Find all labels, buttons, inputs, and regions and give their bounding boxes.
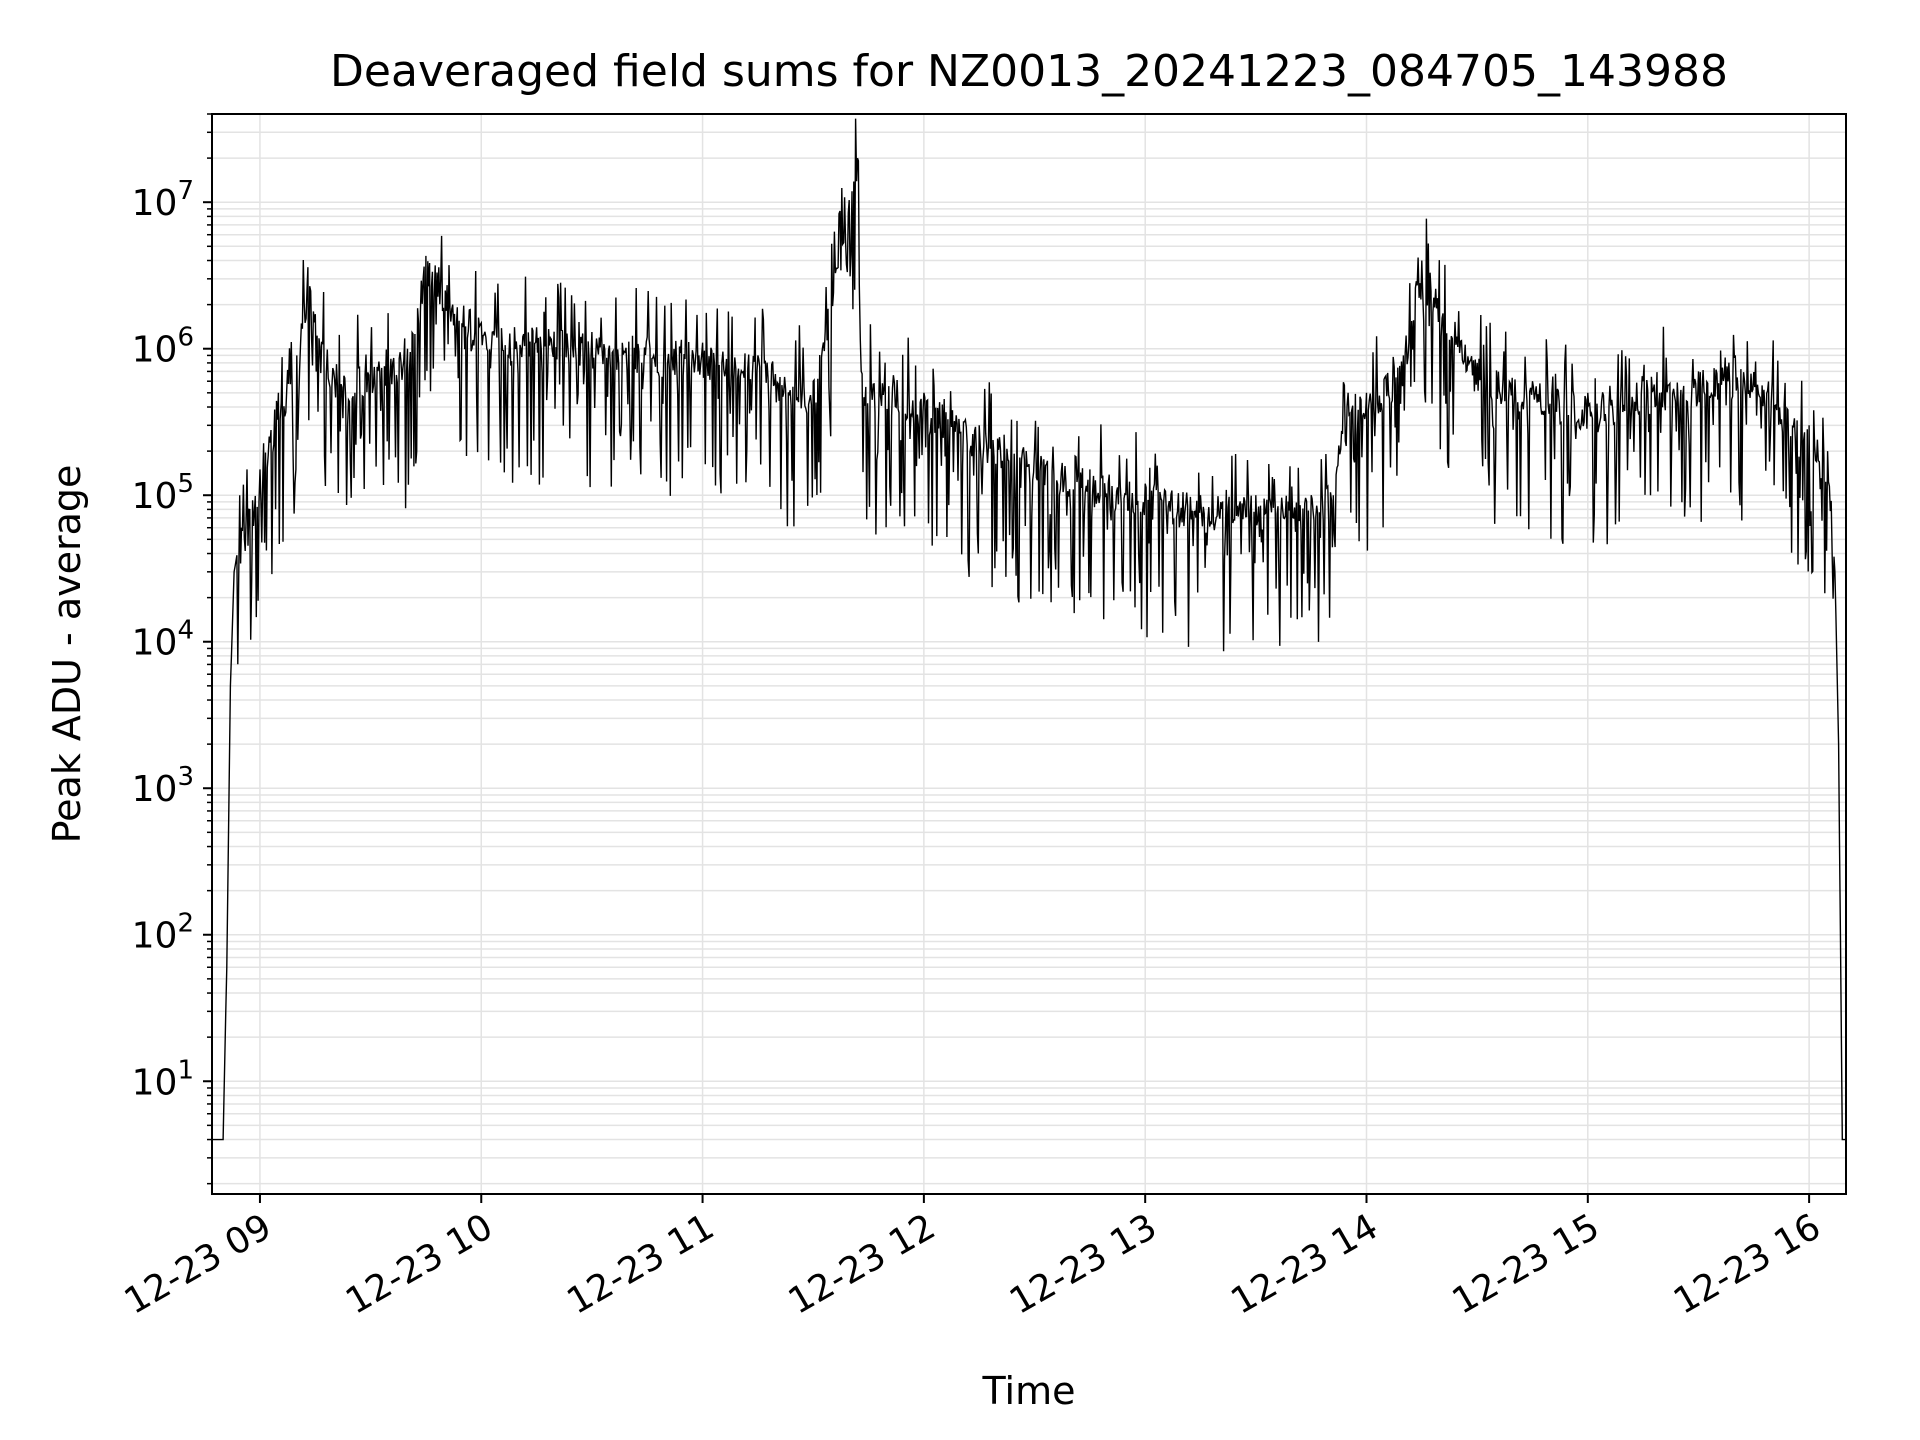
grid — [212, 113, 1846, 1194]
plot-frame — [211, 113, 1847, 1195]
series-line — [212, 118, 1846, 1141]
chart-title: Deaveraged field sums for NZ0013_2024122… — [330, 46, 1728, 97]
y-axis-label: Peak ADU - average — [45, 465, 89, 844]
x-axis-label: Time — [982, 1369, 1076, 1413]
data-trace — [212, 118, 1846, 1141]
